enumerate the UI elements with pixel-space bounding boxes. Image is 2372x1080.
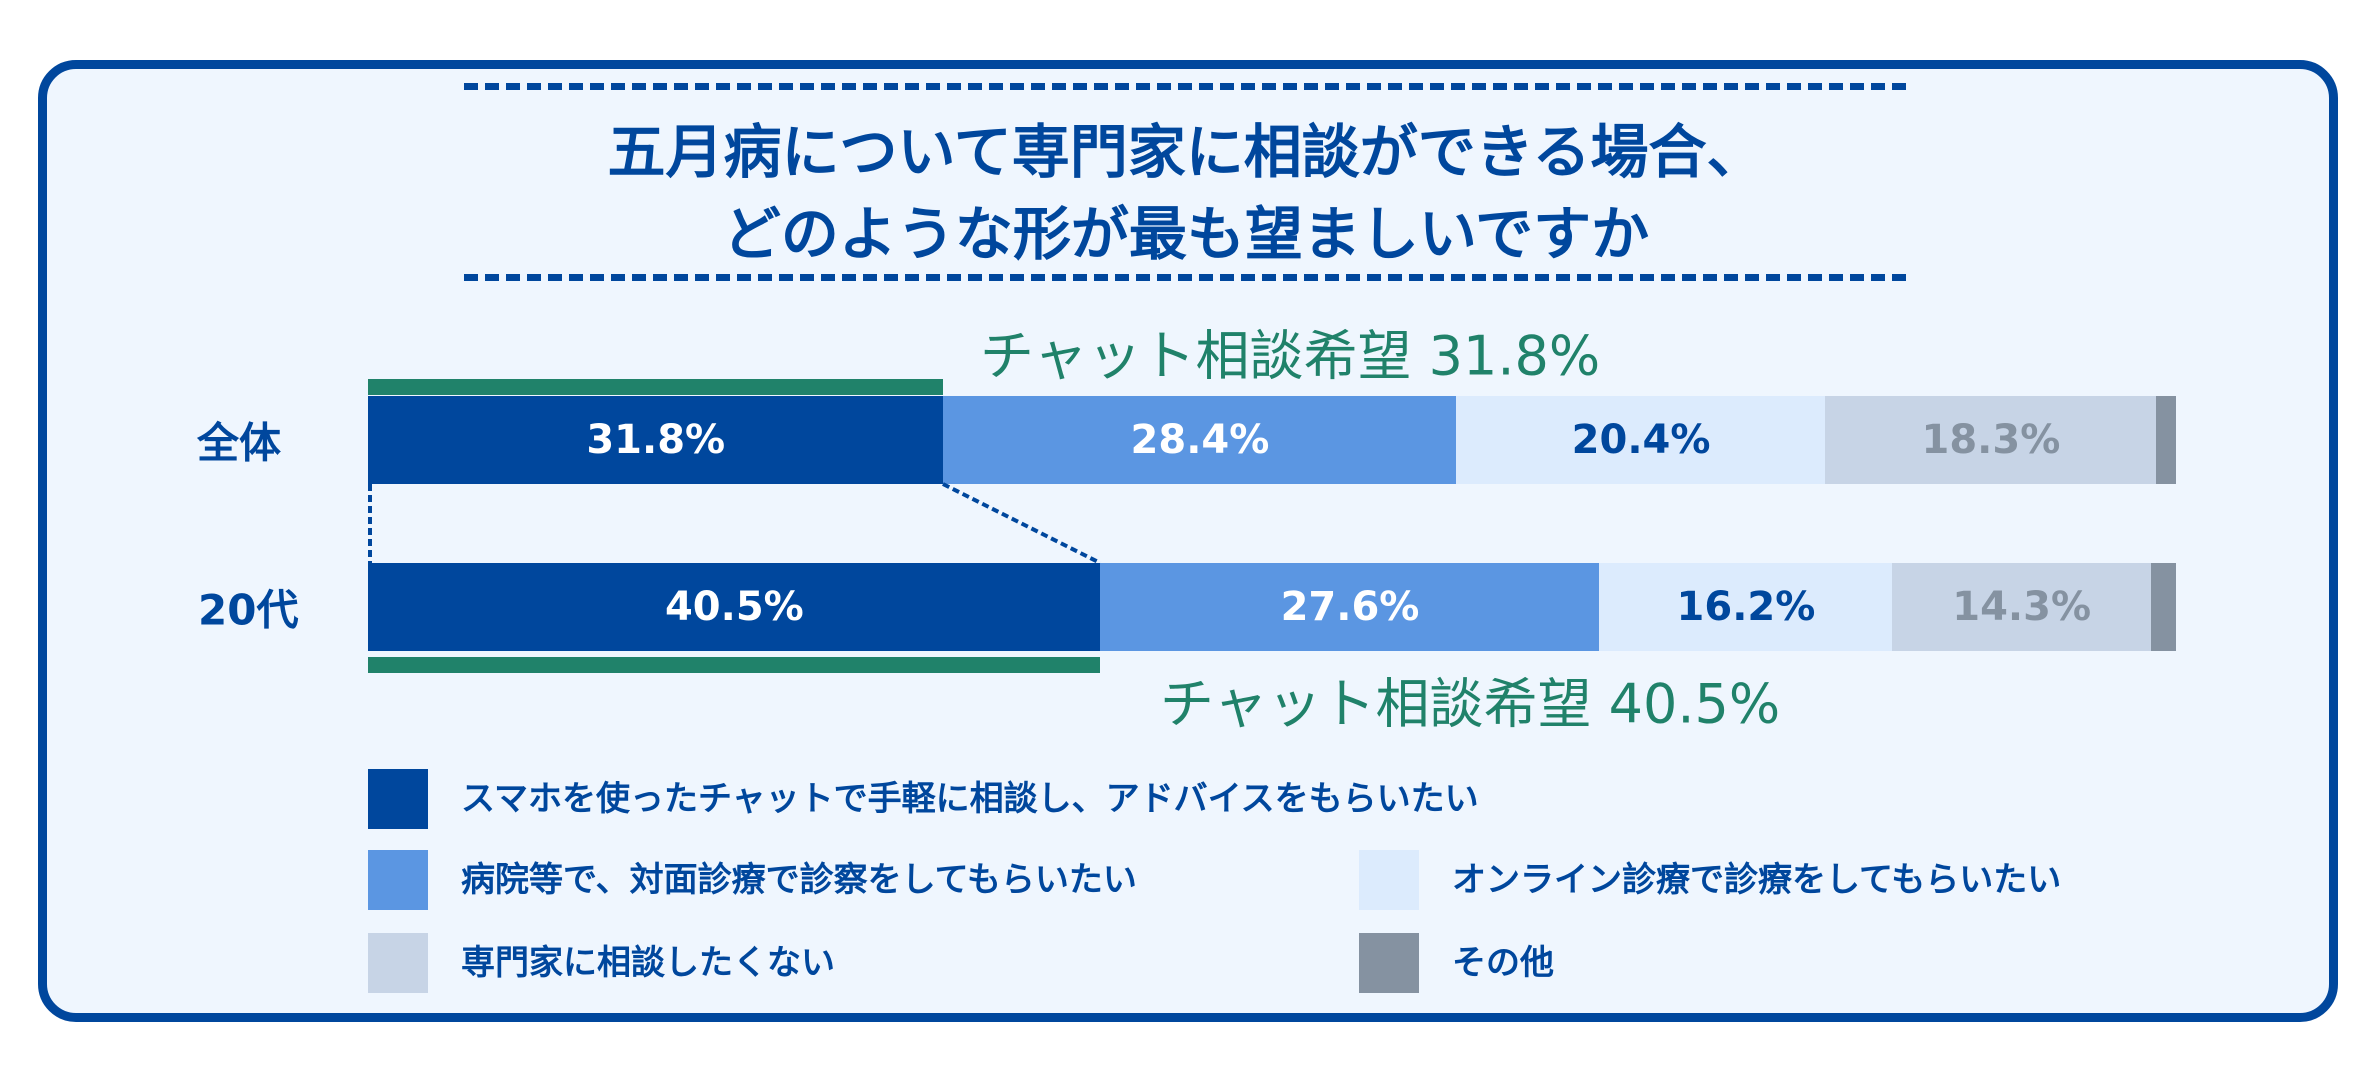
bar-value-label: 27.6%	[1280, 584, 1420, 630]
bar-segment: 20.4%	[1456, 396, 1826, 484]
row-label-20s: 20代	[198, 585, 299, 635]
title-divider-bottom	[464, 274, 1906, 281]
legend-label: その他	[1452, 943, 1554, 983]
bar-value-label: 14.3%	[1952, 584, 2092, 630]
row-label-overall: 全体	[197, 418, 282, 468]
bar-segment: 28.4%	[942, 396, 1457, 484]
chart-title-line-1: 五月病について専門家に相談ができる場合、	[607, 118, 1765, 186]
legend-label: スマホを使ったチャットで手軽に相談し、アドバイスをもらいたい	[461, 779, 1479, 819]
connector-line-diagonal	[942, 482, 1102, 565]
bar-segment	[2150, 563, 2177, 651]
bar-segment	[2156, 396, 2177, 484]
bar-value-label: 40.5%	[664, 584, 804, 630]
bar-value-label: 20.4%	[1571, 417, 1711, 463]
bar-segment: 40.5%	[368, 563, 1101, 651]
legend-label: 専門家に相談したくない	[461, 943, 835, 983]
bar-segment: 18.3%	[1825, 396, 2157, 484]
legend-swatch	[368, 769, 428, 829]
bar-value-label: 31.8%	[586, 417, 726, 463]
legend-swatch	[1359, 933, 1419, 993]
chat-highlight-bar-20s	[368, 657, 1101, 673]
bar-value-label: 18.3%	[1921, 417, 2061, 463]
legend-label: オンライン診療で診療をしてもらいたい	[1452, 860, 2062, 900]
bar-value-label: 28.4%	[1130, 417, 1270, 463]
annotation-overall: チャット相談希望 31.8%	[980, 324, 1601, 388]
legend-swatch	[368, 850, 428, 910]
bar-segment: 14.3%	[1892, 563, 2152, 651]
bar-segment: 31.8%	[368, 396, 944, 484]
title-divider-top	[464, 83, 1906, 90]
bar-value-label: 16.2%	[1676, 584, 1816, 630]
bar-segment: 16.2%	[1599, 563, 1893, 651]
bar-segment: 27.6%	[1100, 563, 1600, 651]
legend-swatch	[1359, 850, 1419, 910]
legend-label: 病院等で、対面診療で診察をしてもらいたい	[461, 860, 1137, 900]
chart-title-line-2: どのような形が最も望ましいですか	[722, 200, 1650, 268]
chat-highlight-bar-overall	[368, 379, 943, 395]
legend-swatch	[368, 933, 428, 993]
annotation-20s: チャット相談希望 40.5%	[1160, 672, 1781, 736]
